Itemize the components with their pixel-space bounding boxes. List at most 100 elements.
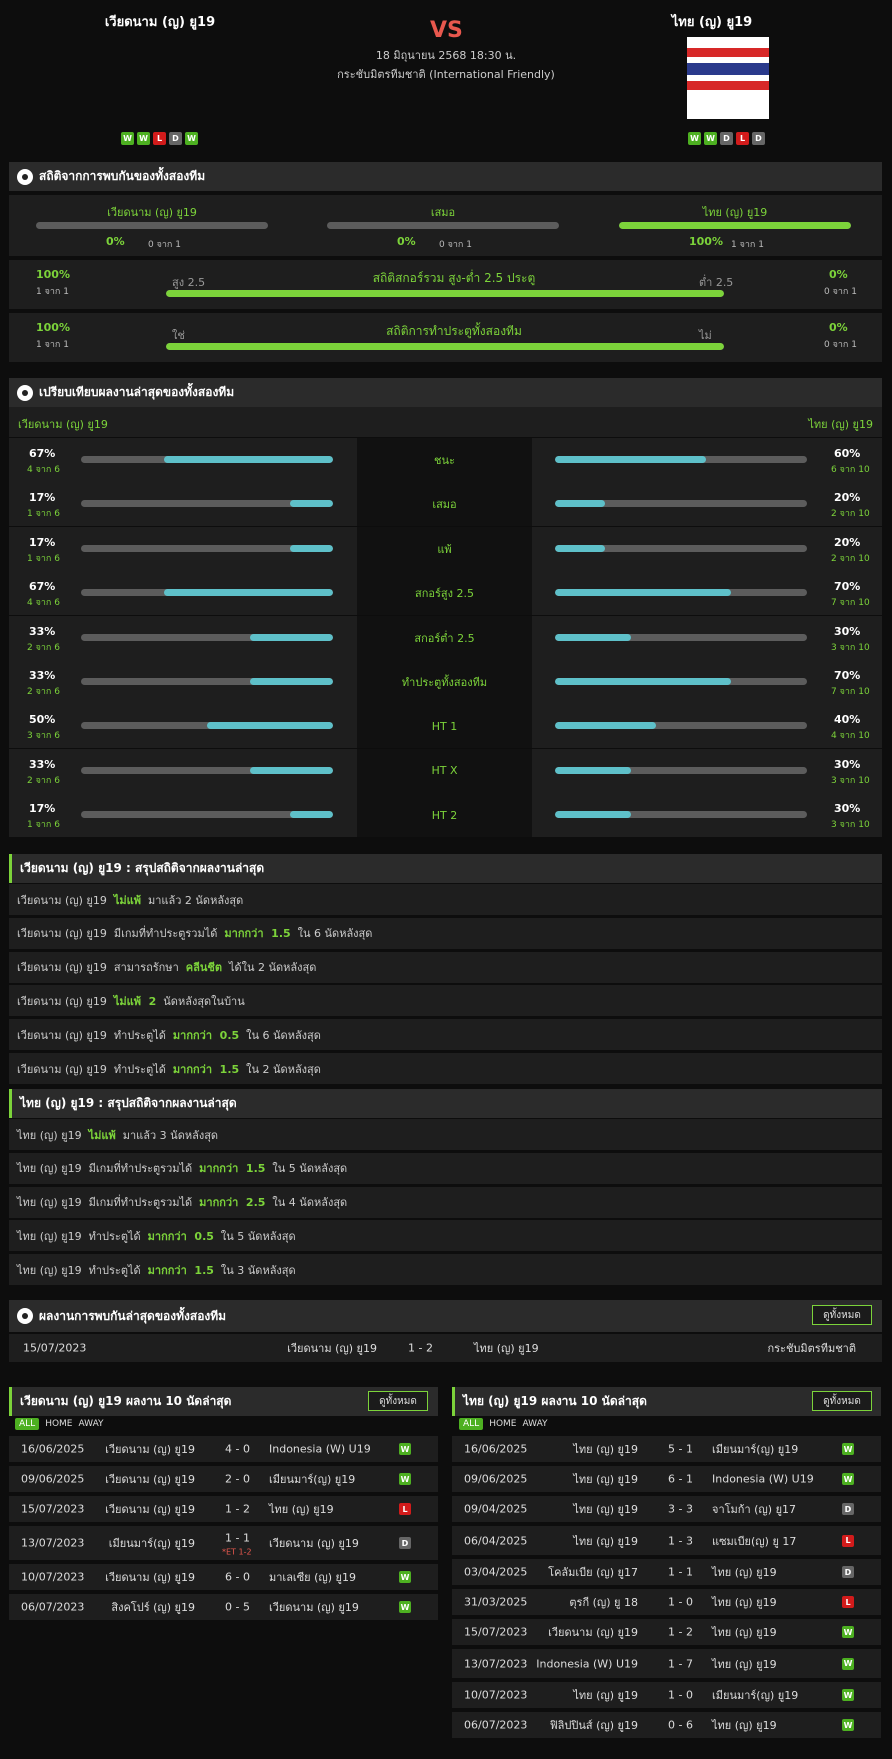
last-match-row[interactable]: 10/07/2023 ไทย (ญ) ยู19 1 - 0 เมียนมาร์(ญ) …: [452, 1682, 881, 1708]
last-match-row[interactable]: 13/07/2023 เมียนมาร์(ญ) ยู19 1 - 1 *ET 1-2 เ…: [9, 1526, 438, 1560]
summary-highlight: มากกว่า 0.5: [172, 1028, 240, 1042]
last-match-row[interactable]: 06/07/2023 สิงคโปร์ (ญ) ยู19 0 - 5 เวียดนาม…: [9, 1594, 438, 1620]
compare-home-bar-fill: [249, 678, 333, 685]
home-last-view-all-button[interactable]: ดูทั้งหมด: [368, 1391, 428, 1411]
compare-away-count: 2 จาก 10: [831, 553, 870, 564]
h2h-ou-title: สถิติสกอร์รวม สูง-ต่ำ 2.5 ประตู: [372, 271, 536, 285]
summary-text: ไทย (ญ) ยู19 มีเกมที่ทำประตูรวมได้: [17, 1162, 200, 1176]
last-match-row[interactable]: 31/03/2025 ตุรกี (ญ) ยู 18 1 - 0 ไทย (ญ) ยู…: [452, 1589, 881, 1615]
h2h-view-all-button[interactable]: ดูทั้งหมด: [812, 1305, 872, 1325]
compare-away-bar-fill: [555, 589, 732, 597]
compare-away-count: 2 จาก 10: [831, 509, 870, 520]
match-away: Indonesia (W) U19: [269, 1442, 371, 1456]
match-home: ตุรกี (ญ) ยู 18: [569, 1596, 638, 1609]
away-last-view-all-button[interactable]: ดูทั้งหมด: [812, 1391, 872, 1411]
summary-text: มาแล้ว 2 นัดหลังสุด: [140, 893, 244, 907]
match-date: 31/03/2025: [464, 1595, 528, 1609]
tab-home[interactable]: HOME: [489, 1419, 517, 1429]
compare-away-count: 3 จาก 10: [831, 775, 870, 786]
result-badge: L: [842, 1596, 854, 1608]
summary-text: ไทย (ญ) ยู19: [17, 1128, 89, 1142]
compare-home-pct: 17%: [29, 491, 56, 505]
form-badge: D: [169, 132, 182, 145]
home-team-name[interactable]: เวียดนาม (ญ) ยู19: [104, 15, 216, 30]
home_summary-row: เวียดนาม (ญ) ยู19 ไม่แพ้ 2 นัดหลังสุดในบ…: [9, 985, 882, 1017]
compare-away-bar: [555, 456, 807, 463]
summary-text: ใน 2 นัดหลังสุด: [239, 1062, 321, 1076]
tab-home[interactable]: HOME: [45, 1419, 73, 1429]
h2h-match-row[interactable]: 15/07/2023 เวียดนาม (ญ) ยู19 1 - 2 ไทย (ญ) …: [9, 1334, 882, 1362]
last-match-row[interactable]: 10/07/2023 เวียดนาม (ญ) ยู19 6 - 0 มาเลเซีย…: [9, 1564, 438, 1590]
result-badge: W: [842, 1443, 854, 1455]
last-match-row[interactable]: 09/06/2025 ไทย (ญ) ยู19 6 - 1 Indonesia (W)…: [452, 1466, 881, 1492]
h2h-btts-left-label: ใช่: [172, 329, 185, 342]
last-match-row[interactable]: 16/06/2025 ไทย (ญ) ยู19 5 - 1 เมียนมาร์(ญ) …: [452, 1436, 881, 1462]
compare-home-pct: 33%: [29, 624, 56, 638]
compare-home-count: 3 จาก 6: [27, 731, 60, 742]
home_summary-row: เวียดนาม (ญ) ยู19 ทำประตูได้ มากกว่า 0.5…: [9, 1019, 882, 1051]
match-score: 1 - 1: [668, 1565, 693, 1579]
match-score: 5 - 1: [668, 1442, 693, 1456]
compare-away-bar-fill: [555, 766, 631, 774]
tab-all[interactable]: ALL: [15, 1418, 40, 1430]
last-match-row[interactable]: 13/07/2023 Indonesia (W) U19 1 - 7 ไทย (ญ) …: [452, 1649, 881, 1678]
h2h-btts-right-pct: 0%: [829, 321, 848, 334]
h2h-btts-panel: 100% 1 จาก 1 ใช่ สถิติการทำประตูทั้งสองทีม ไ…: [9, 313, 882, 362]
h2h-ou-left-count: 1 จาก 1: [36, 287, 69, 297]
match-home: เวียดนาม (ญ) ยู19: [287, 1342, 377, 1355]
summary-text: ได้ใน 2 นัดหลังสุด: [221, 961, 317, 975]
summary-text: ไทย (ญ) ยู19 มีเกมที่ทำประตูรวมได้: [17, 1196, 200, 1210]
compare-away-bar: [555, 811, 807, 819]
compare-home-count: 4 จาก 6: [27, 465, 60, 475]
last-match-row[interactable]: 15/07/2023 เวียดนาม (ญ) ยู19 1 - 2 ไทย (ญ) …: [452, 1619, 881, 1645]
compare-home-bar: [81, 544, 333, 552]
match-date: 16/06/2025: [21, 1442, 85, 1456]
last-match-row[interactable]: 16/06/2025 เวียดนาม (ญ) ยู19 4 - 0 Indonesi…: [9, 1436, 438, 1462]
last-match-row[interactable]: 03/04/2025 โคลัมเบีย (ญ) ยู17 1 - 1 ไทย (ญ)…: [452, 1559, 881, 1585]
tab-away[interactable]: AWAY: [78, 1419, 104, 1429]
match-note: *ET 1-2: [222, 1547, 252, 1556]
tab-away[interactable]: AWAY: [522, 1419, 548, 1429]
compare-header: เปรียบเทียบผลงานล่าสุดของทั้งสองทีม: [9, 378, 882, 407]
last-match-row[interactable]: 06/04/2025 ไทย (ญ) ยู19 1 - 3 แซมเบีย(ญ) ยู…: [452, 1526, 881, 1555]
result-badge: L: [399, 1503, 411, 1515]
compare-home-bar: [81, 500, 333, 508]
match-score: 1 - 0: [668, 1595, 693, 1609]
last-match-row[interactable]: 09/06/2025 เวียดนาม (ญ) ยู19 2 - 0 เมียนมาร…: [9, 1466, 438, 1492]
compare-away-pct: 20%: [834, 535, 861, 549]
match-away: เมียนมาร์(ญ) ยู19: [712, 1443, 799, 1456]
compare-home-bar-fill: [290, 500, 333, 508]
last-match-row[interactable]: 15/07/2023 เวียดนาม (ญ) ยู19 1 - 2 ไทย (ญ) …: [9, 1496, 438, 1522]
tab-all[interactable]: ALL: [459, 1418, 484, 1430]
match-date: 15/07/2023: [21, 1502, 85, 1516]
match-score: 6 - 0: [225, 1570, 250, 1584]
match-datetime: 18 มิถุนายน 2568 18:30 น.: [375, 49, 517, 62]
summary-text: ไทย (ญ) ยู19 ทำประตูได้: [17, 1263, 148, 1277]
compare-home-count: 1 จาก 6: [27, 553, 60, 564]
last-match-row[interactable]: 06/07/2023 ฟิลิปปินส์ (ญ) ยู19 0 - 6 ไทย (ญ…: [452, 1712, 881, 1738]
compare-away-count: 7 จาก 10: [831, 687, 870, 697]
match-date: 09/06/2025: [464, 1472, 528, 1486]
h2h-matches-title: ผลงานการพบกันล่าสุดของทั้งสองทีม: [39, 1308, 227, 1323]
compare-home-pct: 67%: [29, 580, 56, 594]
flag-stripe: [687, 48, 769, 57]
compare-row: 67% 4 จาก 6 สกอร์สูง 2.5 70% 7 จาก 10: [9, 571, 882, 616]
compare-home-bar-fill: [290, 811, 333, 819]
summary-highlight: มากกว่า 1.5: [224, 927, 291, 941]
summary-highlight: คลีนชีต: [185, 961, 222, 975]
compare-away-bar-fill: [555, 456, 707, 463]
flag-stripe: [687, 57, 769, 63]
result-badge: W: [842, 1689, 854, 1701]
compare-row-label: เสมอ: [357, 482, 532, 527]
summary-text: ใน 5 นัดหลังสุด: [265, 1162, 348, 1176]
compare-title: เปรียบเทียบผลงานล่าสุดของทั้งสองทีม: [39, 385, 235, 399]
compare-away-pct: 60%: [834, 447, 861, 460]
match-home: ไทย (ญ) ยู19: [573, 1473, 638, 1486]
away-team-name[interactable]: ไทย (ญ) ยู19: [671, 15, 753, 30]
result-badge: W: [399, 1443, 411, 1455]
match-home: เวียดนาม (ญ) ยู19: [548, 1626, 638, 1639]
compare-home-pct: 17%: [29, 535, 56, 549]
form-badge: L: [153, 132, 166, 145]
last-match-row[interactable]: 09/04/2025 ไทย (ญ) ยู19 3 - 3 จาโมก้า (ญ) ย…: [452, 1496, 881, 1522]
